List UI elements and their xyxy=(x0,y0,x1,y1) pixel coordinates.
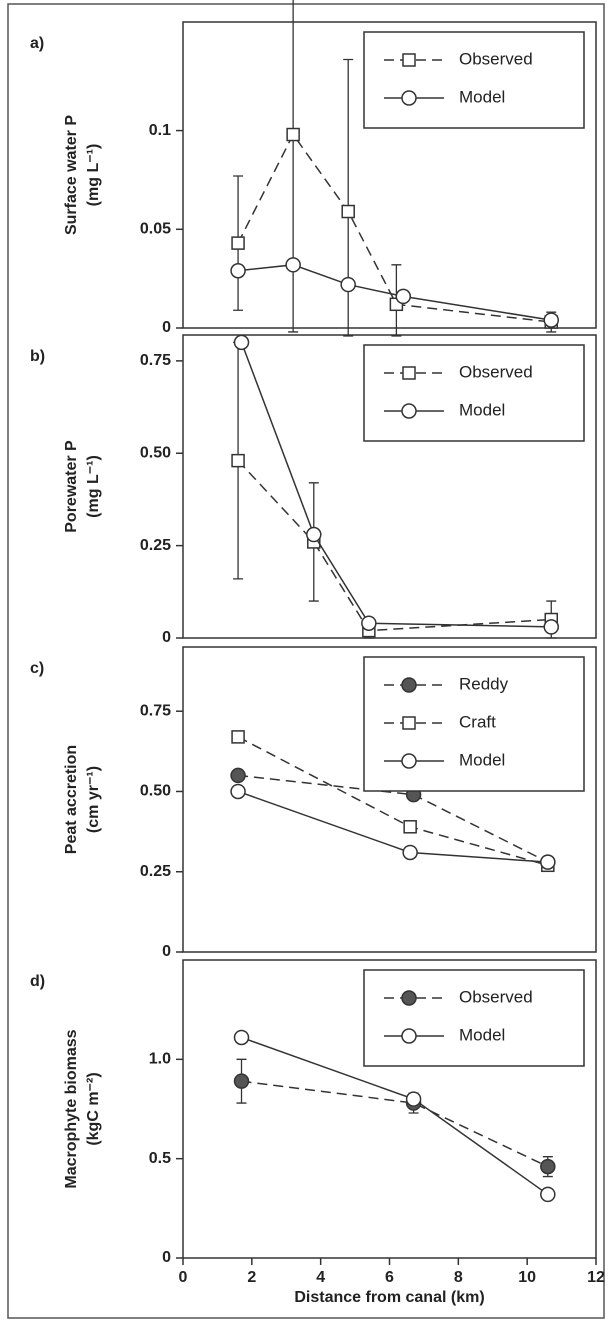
y-axis-label: Porewater P xyxy=(63,440,80,533)
y-tick-label: 0 xyxy=(162,943,171,960)
marker xyxy=(233,1029,250,1046)
marker xyxy=(230,783,246,800)
y-tick-label: 0.05 xyxy=(140,221,171,238)
y-axis-label: (mg L⁻¹) xyxy=(85,144,102,207)
marker xyxy=(543,312,560,328)
marker xyxy=(233,334,250,351)
legend-marker xyxy=(401,677,417,693)
marker xyxy=(230,262,246,279)
y-tick-label: 0.1 xyxy=(149,122,171,139)
y-tick-label: 0 xyxy=(162,629,171,646)
legend-marker xyxy=(402,53,416,67)
plot-frame xyxy=(182,21,597,329)
marker xyxy=(230,767,246,784)
legend-marker xyxy=(401,1028,417,1044)
marker xyxy=(540,1158,556,1175)
y-tick-label: 0.75 xyxy=(140,702,171,719)
y-axis-label: (kgC m⁻²) xyxy=(85,1072,102,1145)
series-line xyxy=(240,342,552,628)
legend-marker xyxy=(401,403,417,419)
marker xyxy=(285,257,301,273)
legend-marker xyxy=(402,366,416,380)
legend-box xyxy=(363,969,585,1067)
marker xyxy=(233,1073,250,1089)
x-tick-label: 8 xyxy=(454,1269,463,1286)
marker xyxy=(402,844,418,861)
marker xyxy=(540,1186,556,1203)
y-tick-label: 0 xyxy=(162,319,171,336)
y-tick-label: 0 xyxy=(162,1249,171,1266)
marker xyxy=(340,276,356,293)
y-axis-label: Surface water P xyxy=(63,115,80,235)
legend-marker xyxy=(402,716,416,730)
series-line xyxy=(237,460,552,632)
marker xyxy=(405,1091,422,1107)
series-line xyxy=(237,790,548,863)
legend-label: Model xyxy=(459,400,505,419)
y-axis-label: (cm yr⁻¹) xyxy=(85,766,102,833)
legend-label: Model xyxy=(459,1025,505,1044)
legend-label: Model xyxy=(459,750,505,769)
figure-border xyxy=(7,3,605,1319)
marker xyxy=(306,526,322,543)
y-tick-label: 0.25 xyxy=(140,537,171,554)
y-tick-label: 0.25 xyxy=(140,863,171,880)
legend-marker xyxy=(401,753,417,769)
y-axis-label: Peat accretion xyxy=(63,745,80,854)
panel-label: c) xyxy=(30,660,44,677)
y-tick-label: 0.50 xyxy=(140,783,171,800)
y-tick-label: 0.5 xyxy=(149,1150,171,1167)
y-tick-label: 1.0 xyxy=(149,1051,171,1068)
legend-marker xyxy=(401,990,417,1006)
x-tick-label: 4 xyxy=(316,1269,325,1286)
marker xyxy=(540,854,556,870)
panel-label: d) xyxy=(30,973,45,990)
legend-label: Observed xyxy=(459,49,533,68)
panel-label: a) xyxy=(30,35,44,52)
marker xyxy=(395,288,412,305)
x-tick-label: 6 xyxy=(385,1269,394,1286)
legend-marker xyxy=(401,90,417,106)
x-tick-label: 12 xyxy=(587,1269,605,1286)
plot-frame xyxy=(182,646,597,953)
legend-box xyxy=(363,656,585,792)
marker xyxy=(543,619,560,635)
marker xyxy=(231,730,245,744)
marker xyxy=(231,453,245,468)
marker xyxy=(403,820,417,834)
y-axis-label: (mg L⁻¹) xyxy=(85,455,102,518)
legend-label: Model xyxy=(459,87,505,106)
marker xyxy=(361,615,377,631)
plot-frame xyxy=(182,334,597,639)
x-tick-label: 10 xyxy=(518,1269,536,1286)
legend-box xyxy=(363,344,585,442)
series-line xyxy=(237,264,552,321)
legend-label: Observed xyxy=(459,987,533,1006)
legend-label: Reddy xyxy=(459,674,509,693)
marker xyxy=(231,236,245,250)
y-tick-label: 0.75 xyxy=(140,352,171,369)
y-tick-label: 0.50 xyxy=(140,444,171,461)
legend-label: Observed xyxy=(459,362,533,381)
x-axis-label: Distance from canal (km) xyxy=(294,1289,484,1306)
error-bar xyxy=(288,0,299,333)
x-tick-label: 0 xyxy=(179,1269,188,1286)
legend-label: Craft xyxy=(459,712,496,731)
marker xyxy=(341,204,355,219)
marker xyxy=(286,127,300,142)
x-tick-label: 2 xyxy=(247,1269,256,1286)
error-bar xyxy=(343,58,354,337)
panel-label: b) xyxy=(30,348,45,365)
legend-box xyxy=(363,31,585,129)
series-line xyxy=(241,1080,549,1168)
y-axis-label: Macrophyte biomass xyxy=(63,1029,80,1188)
